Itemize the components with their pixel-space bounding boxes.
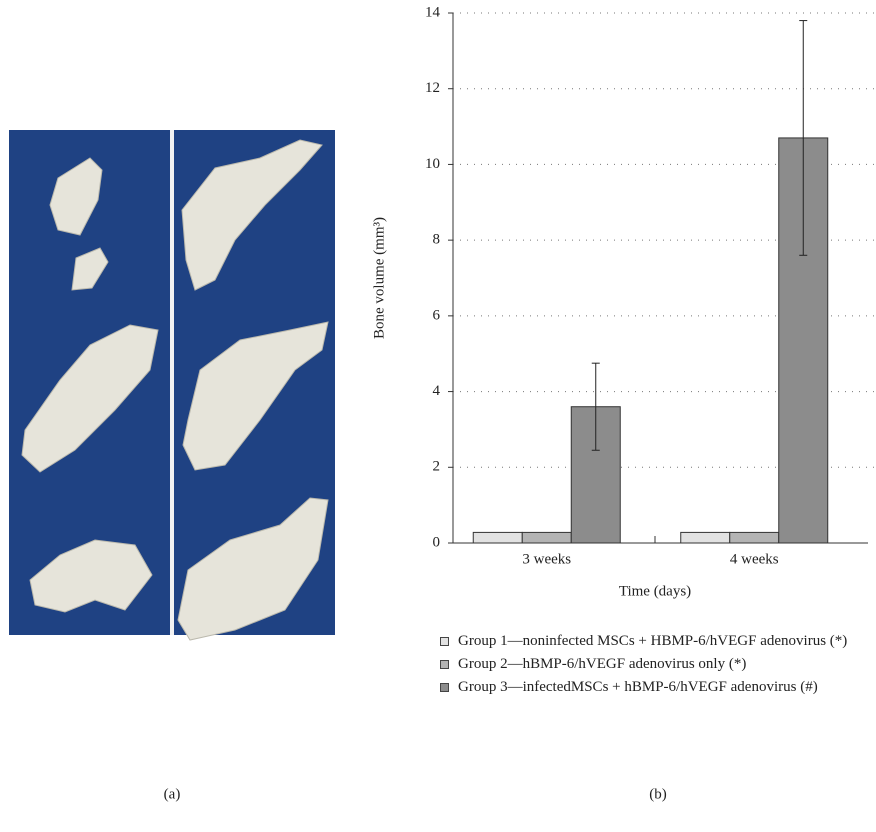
bar [681, 532, 730, 543]
y-tick-label: 6 [433, 307, 441, 323]
micro-ct-image [9, 130, 335, 640]
legend: Group 1—noninfected MSCs + HBMP-6/hVEGF … [440, 632, 870, 701]
panel-label: (b) [649, 786, 667, 802]
legend-item: Group 2—hBMP-6/hVEGF adenovirus only (*) [440, 655, 870, 674]
bar [522, 532, 571, 543]
legend-label: Group 3—infectedMSCs + hBMP-6/hVEGF aden… [458, 679, 818, 695]
bar [730, 532, 779, 543]
x-tick-label: 3 weeks [522, 551, 571, 567]
y-axis-label: Bone volume (mm³) [371, 217, 387, 339]
legend-swatch [440, 637, 449, 646]
y-tick-label: 8 [433, 232, 441, 248]
legend-swatch [440, 660, 449, 669]
y-tick-label: 0 [433, 534, 441, 550]
bar [473, 532, 522, 543]
legend-item: Group 1—noninfected MSCs + HBMP-6/hVEGF … [440, 632, 870, 651]
panel-label: (a) [164, 786, 181, 802]
legend-item: Group 3—infectedMSCs + hBMP-6/hVEGF aden… [440, 678, 870, 697]
legend-label: Group 2—hBMP-6/hVEGF adenovirus only (*) [458, 656, 746, 672]
y-tick-label: 4 [433, 383, 441, 399]
x-tick-label: 4 weeks [730, 551, 779, 567]
y-tick-label: 10 [425, 156, 440, 172]
figure: Bone volume (mm³) Time (days) (a) (b) 0 2… [0, 0, 876, 832]
y-tick-label: 12 [425, 80, 440, 96]
legend-swatch [440, 683, 449, 692]
x-axis-label: Time (days) [619, 583, 691, 599]
y-tick-label: 14 [425, 4, 441, 20]
chart: Bone volume (mm³) Time (days) (a) (b) 0 2… [0, 0, 876, 832]
legend-label: Group 1—noninfected MSCs + HBMP-6/hVEGF … [458, 633, 847, 649]
y-tick-label: 2 [433, 459, 441, 475]
